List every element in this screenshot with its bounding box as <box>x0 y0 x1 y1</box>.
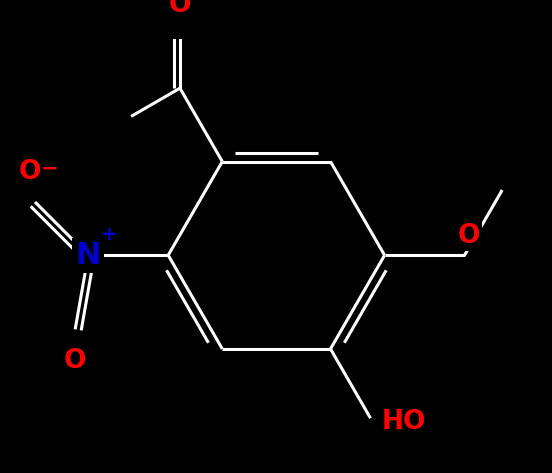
Text: O: O <box>64 348 87 374</box>
Text: O: O <box>169 0 191 18</box>
Text: HO: HO <box>382 409 426 435</box>
Text: O: O <box>19 159 41 185</box>
Text: −: − <box>40 159 58 179</box>
Text: N: N <box>76 241 101 270</box>
Text: O: O <box>458 223 481 249</box>
Text: +: + <box>100 225 117 244</box>
